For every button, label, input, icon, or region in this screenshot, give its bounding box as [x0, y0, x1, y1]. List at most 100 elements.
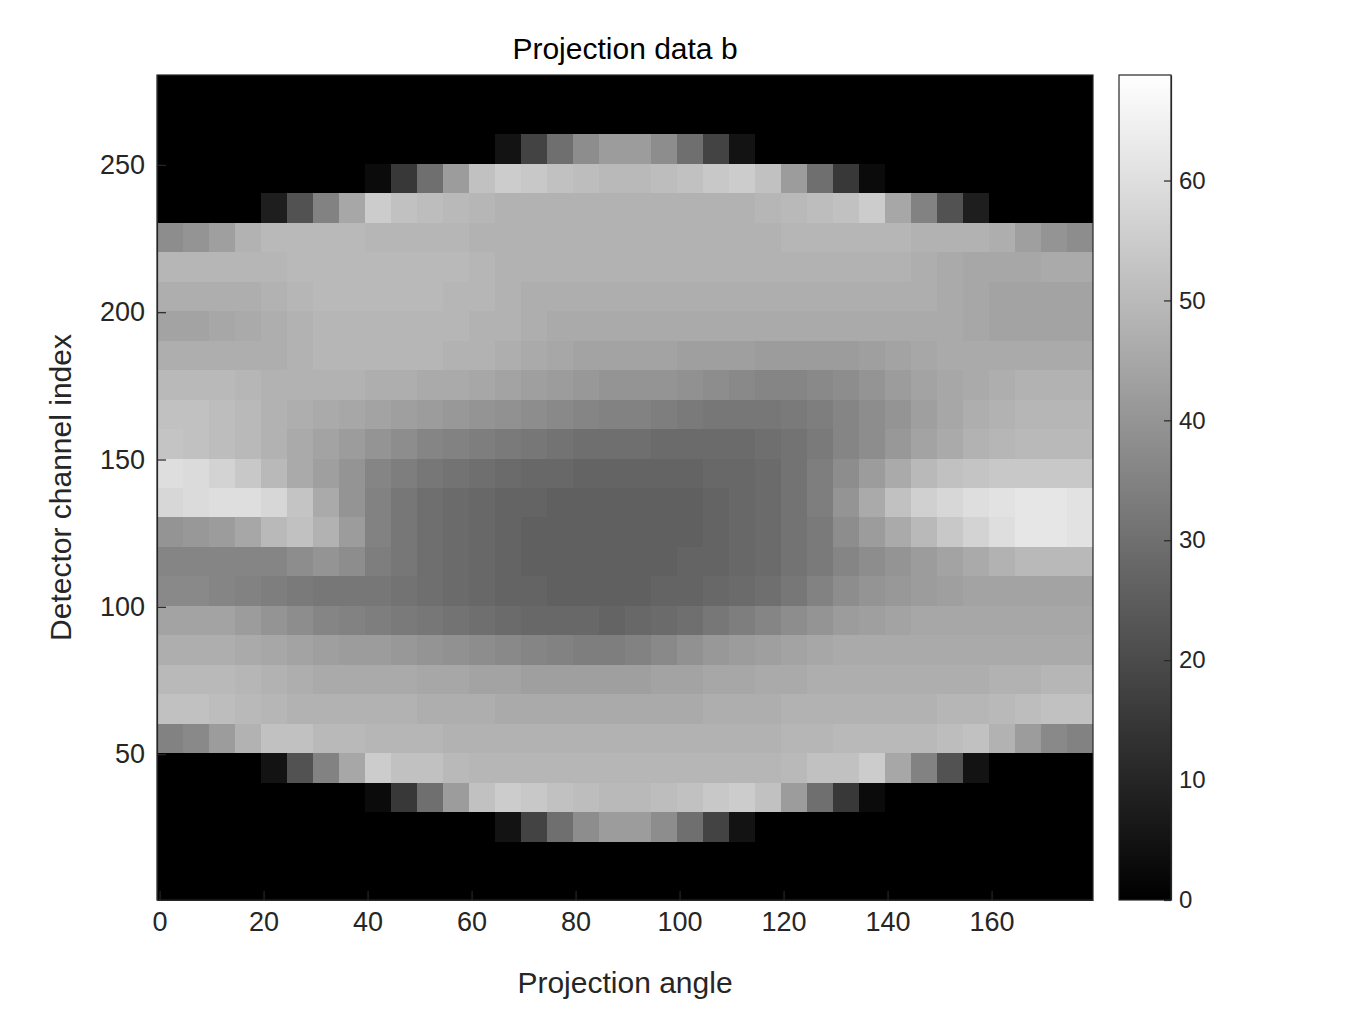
heatmap-cell [599, 664, 626, 694]
heatmap-cell [183, 664, 210, 694]
heatmap-cell [157, 104, 184, 134]
heatmap-cell [391, 517, 418, 547]
heatmap-cell [313, 488, 340, 518]
heatmap-cell [469, 664, 496, 694]
heatmap-cell [807, 222, 834, 252]
heatmap-cell [1041, 281, 1068, 311]
heatmap-cell [807, 488, 834, 518]
heatmap-cell [521, 458, 548, 488]
heatmap-cell [365, 104, 392, 134]
heatmap-cell [885, 311, 912, 341]
tick: 100 [658, 891, 703, 937]
heatmap-cell [261, 193, 288, 223]
heatmap-cell [807, 694, 834, 724]
heatmap-cell [989, 340, 1016, 370]
heatmap-cell [755, 458, 782, 488]
heatmap-cell [417, 399, 444, 429]
heatmap-cell [729, 723, 756, 753]
heatmap-cell [625, 782, 652, 812]
heatmap-cell [547, 134, 574, 164]
heatmap-cell [1067, 517, 1093, 547]
heatmap-cell [755, 841, 782, 871]
heatmap-cell [651, 605, 678, 635]
heatmap-cell [989, 429, 1016, 459]
heatmap-cell [859, 163, 886, 193]
heatmap-cell [495, 635, 522, 665]
heatmap-cell [885, 723, 912, 753]
heatmap-cell [1041, 871, 1068, 900]
heatmap-cell [417, 458, 444, 488]
heatmap-cell [157, 841, 184, 871]
heatmap-cell [625, 753, 652, 783]
heatmap-cell [417, 664, 444, 694]
heatmap-cell [183, 517, 210, 547]
heatmap-cell [287, 75, 314, 105]
heatmap-cell [417, 281, 444, 311]
heatmap-cell [625, 399, 652, 429]
heatmap-cell [703, 576, 730, 606]
heatmap-cell [1067, 222, 1093, 252]
heatmap-cell [391, 311, 418, 341]
heatmap-cell [599, 841, 626, 871]
heatmap-cell [469, 370, 496, 400]
heatmap-cell [1041, 723, 1068, 753]
heatmap-cell [573, 75, 600, 105]
heatmap-cell [807, 812, 834, 842]
heatmap-cell [651, 311, 678, 341]
tick-label: 10 [1179, 766, 1206, 793]
tick-mark [368, 891, 369, 900]
heatmap-cell [469, 782, 496, 812]
heatmap-cell [651, 723, 678, 753]
heatmap-cell [547, 841, 574, 871]
heatmap-cell [729, 871, 756, 900]
heatmap-cell [417, 222, 444, 252]
heatmap-cell [625, 488, 652, 518]
heatmap-cell [157, 546, 184, 576]
heatmap-cell [183, 694, 210, 724]
tick-label: 60 [457, 907, 487, 937]
heatmap-cell [391, 252, 418, 282]
heatmap-cell [209, 163, 236, 193]
heatmap-cell [313, 311, 340, 341]
heatmap-cell [443, 605, 470, 635]
heatmap-cell [833, 635, 860, 665]
heatmap-cells [157, 75, 1093, 900]
heatmap-cell [729, 517, 756, 547]
heatmap-cell [1015, 193, 1042, 223]
heatmap-cell [261, 576, 288, 606]
heatmap-cell [1041, 399, 1068, 429]
heatmap-cell [885, 517, 912, 547]
tick-mark [157, 754, 166, 755]
heatmap-cell [625, 134, 652, 164]
heatmap-cell [235, 812, 262, 842]
heatmap-cell [339, 429, 366, 459]
heatmap-cell [599, 193, 626, 223]
heatmap-cell [833, 311, 860, 341]
heatmap-cell [183, 546, 210, 576]
heatmap-cell [989, 635, 1016, 665]
heatmap-cell [937, 340, 964, 370]
heatmap-cell [573, 458, 600, 488]
heatmap-cell [547, 635, 574, 665]
heatmap-cell [963, 723, 990, 753]
tick-label: 120 [762, 907, 807, 937]
heatmap-cell [781, 281, 808, 311]
heatmap-cell [781, 694, 808, 724]
heatmap-cell [937, 252, 964, 282]
heatmap-cell [521, 753, 548, 783]
heatmap-cell [287, 429, 314, 459]
tick-mark [991, 891, 992, 900]
heatmap-cell [1041, 841, 1068, 871]
heatmap-cell [781, 311, 808, 341]
heatmap-cell [261, 517, 288, 547]
heatmap-cell [1067, 753, 1093, 783]
heatmap-cell [755, 193, 782, 223]
heatmap-cell [911, 163, 938, 193]
heatmap-cell [469, 399, 496, 429]
heatmap-cell [183, 104, 210, 134]
heatmap-cell [443, 222, 470, 252]
heatmap-cell [1041, 782, 1068, 812]
heatmap-cell [183, 429, 210, 459]
heatmap-cell [729, 134, 756, 164]
heatmap-cell [209, 252, 236, 282]
